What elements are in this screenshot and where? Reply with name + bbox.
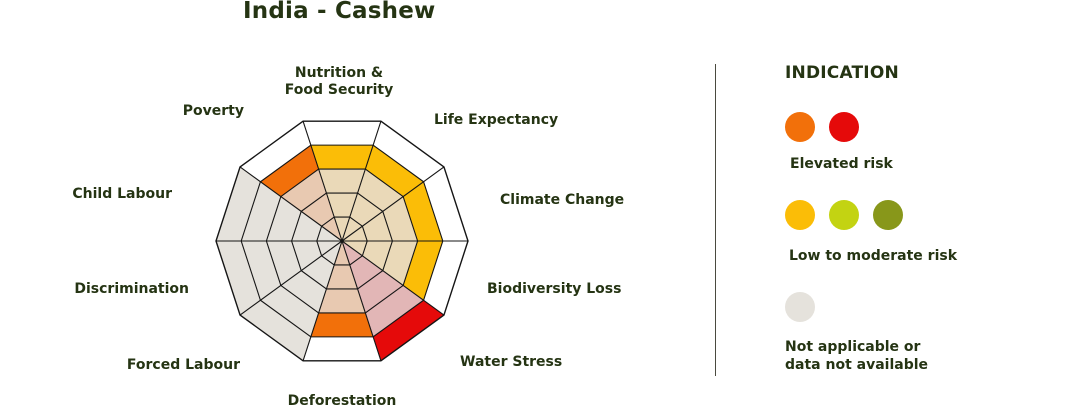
axis-label-line: Poverty: [182, 103, 244, 119]
radar-segment-8-ring-3: [266, 241, 302, 286]
axis-label-line: Water Stress: [460, 354, 563, 370]
radar-spoke-1: [302, 120, 343, 242]
legend-swatch: [785, 112, 815, 142]
radar-segment-1-ring-4: [310, 145, 374, 170]
legend-divider: [715, 64, 716, 376]
radar-segment-6-ring-2: [326, 264, 358, 289]
radar-segment-7-ring-4: [260, 285, 319, 337]
radar-segment-1-ring-3: [318, 169, 366, 194]
legend-swatch: [829, 112, 859, 142]
radar-segment-1-ring-2: [326, 193, 358, 218]
legend-label-line: Low to moderate risk: [789, 248, 958, 264]
radar-segment-8-ring-1: [316, 241, 342, 256]
radar-segment-5-ring-4: [365, 285, 424, 337]
radar-segment-7-ring-2: [301, 255, 335, 289]
axis-label-line: Deforestation: [287, 393, 397, 409]
legend-label-line: data not available: [785, 357, 929, 373]
axis-label-line: Child Labour: [72, 186, 172, 202]
legend-label-1: Elevated risk: [790, 155, 893, 173]
radar-spoke-3: [341, 166, 445, 242]
axis-label-line: Climate Change: [500, 192, 625, 208]
axis-label-5: Water Stress: [460, 354, 562, 371]
radar-spoke-8: [239, 240, 343, 316]
axis-label-8: Discrimination: [74, 281, 189, 298]
radar-segment-7-ring-5: [240, 300, 311, 361]
axis-label-10: Poverty: [183, 103, 244, 120]
chart-title: India - Cashew: [243, 0, 436, 24]
radar-segment-6-ring-1: [334, 241, 350, 265]
radar-segment-10-ring-2: [301, 193, 335, 227]
radar-spoke-5: [341, 240, 445, 316]
radar-segment-9-ring-5: [216, 166, 261, 241]
axis-label-3: Climate Change: [500, 192, 624, 209]
axis-label-line: Nutrition &: [294, 65, 384, 81]
legend-swatch: [829, 200, 859, 230]
radar-segment-10-ring-4: [260, 145, 319, 197]
radar-segment-5-ring-5: [373, 300, 444, 361]
legend-swatch: [873, 200, 903, 230]
radar-segment-4-ring-1: [342, 241, 368, 256]
radar-spoke-10: [239, 166, 343, 242]
axis-label-7: Forced Labour: [127, 357, 240, 374]
legend-label-line: Elevated risk: [790, 156, 893, 172]
radar-spoke-6: [341, 240, 382, 362]
axis-label-2: Life Expectancy: [434, 112, 558, 129]
axis-label-line: Food Security: [284, 82, 394, 98]
radar-segment-9-ring-1: [316, 226, 342, 241]
legend-label-2: Low to moderate risk: [789, 247, 957, 265]
radar-spoke-2: [341, 120, 382, 242]
legend-label-line: Not applicable or: [785, 339, 921, 355]
legend-swatch: [785, 292, 815, 322]
axis-label-line: Life Expectancy: [434, 112, 559, 128]
radar-segment-1-ring-1: [334, 217, 350, 241]
radar-segment-3-ring-1: [342, 226, 368, 241]
axis-label-line: Discrimination: [74, 281, 189, 297]
radar-segment-9-ring-3: [266, 196, 302, 241]
axis-label-1: Nutrition & Food Security: [285, 65, 394, 99]
radar-segment-3-ring-3: [382, 196, 418, 241]
legend-title: INDICATION: [785, 63, 899, 83]
axis-label-9: Child Labour: [72, 186, 172, 203]
legend-label-3: Not applicable or data not available: [785, 338, 928, 374]
radar-segment-6-ring-4: [310, 312, 374, 337]
axis-label-4: Biodiversity Loss: [487, 281, 621, 298]
axis-label-line: Biodiversity Loss: [487, 281, 622, 297]
axis-label-line: Forced Labour: [126, 357, 240, 373]
axis-label-6: Deforestation: [288, 393, 397, 410]
radar-chart: [215, 120, 469, 362]
radar-segment-5-ring-2: [349, 255, 383, 289]
radar-segment-4-ring-3: [382, 241, 418, 286]
legend-swatch: [785, 200, 815, 230]
radar-segment-2-ring-4: [365, 145, 424, 197]
radar-segment-6-ring-3: [318, 288, 366, 313]
radar-segment-2-ring-2: [349, 193, 383, 227]
radar-segment-8-ring-5: [216, 241, 261, 316]
radar-spoke-7: [302, 240, 343, 362]
